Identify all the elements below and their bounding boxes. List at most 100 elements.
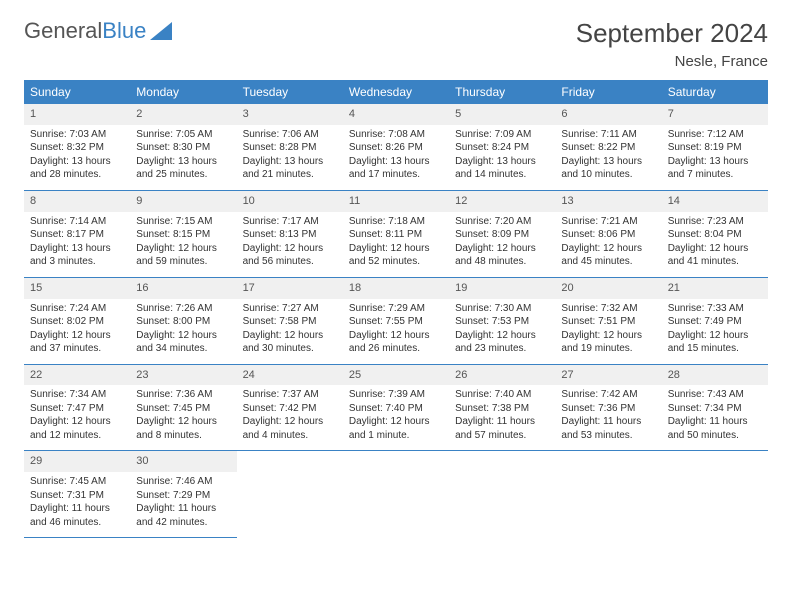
sunset-line: Sunset: 8:26 PM xyxy=(349,141,443,155)
day-number: 5 xyxy=(449,104,555,125)
sunrise-line: Sunrise: 7:33 AM xyxy=(668,302,762,316)
empty-cell xyxy=(449,472,555,538)
day-cell: Sunrise: 7:20 AMSunset: 8:09 PMDaylight:… xyxy=(449,212,555,278)
sunrise-line: Sunrise: 7:05 AM xyxy=(136,128,230,142)
sunrise-line: Sunrise: 7:08 AM xyxy=(349,128,443,142)
sunset-line: Sunset: 8:32 PM xyxy=(30,141,124,155)
logo-text-2: Blue xyxy=(102,18,146,44)
sunrise-line: Sunrise: 7:12 AM xyxy=(668,128,762,142)
empty-cell xyxy=(555,451,661,472)
daylight-line: Daylight: 13 hours and 17 minutes. xyxy=(349,155,443,182)
sunset-line: Sunset: 8:15 PM xyxy=(136,228,230,242)
sunset-line: Sunset: 8:13 PM xyxy=(243,228,337,242)
week-row: Sunrise: 7:34 AMSunset: 7:47 PMDaylight:… xyxy=(24,385,768,451)
sunset-line: Sunset: 8:28 PM xyxy=(243,141,337,155)
daylight-line: Daylight: 11 hours and 46 minutes. xyxy=(30,502,124,529)
daylight-line: Daylight: 13 hours and 25 minutes. xyxy=(136,155,230,182)
logo: GeneralBlue xyxy=(24,18,172,44)
empty-cell xyxy=(555,472,661,538)
day-number-row: 15161718192021 xyxy=(24,277,768,298)
sunset-line: Sunset: 8:19 PM xyxy=(668,141,762,155)
logo-text-1: General xyxy=(24,18,102,44)
day-number: 6 xyxy=(555,104,661,125)
day-cell: Sunrise: 7:06 AMSunset: 8:28 PMDaylight:… xyxy=(237,125,343,191)
empty-cell xyxy=(237,451,343,472)
sunrise-line: Sunrise: 7:46 AM xyxy=(136,475,230,489)
daylight-line: Daylight: 12 hours and 48 minutes. xyxy=(455,242,549,269)
day-cell: Sunrise: 7:12 AMSunset: 8:19 PMDaylight:… xyxy=(662,125,768,191)
sunrise-line: Sunrise: 7:18 AM xyxy=(349,215,443,229)
day-cell: Sunrise: 7:36 AMSunset: 7:45 PMDaylight:… xyxy=(130,385,236,451)
sunset-line: Sunset: 7:38 PM xyxy=(455,402,549,416)
sunrise-line: Sunrise: 7:29 AM xyxy=(349,302,443,316)
daylight-line: Daylight: 13 hours and 10 minutes. xyxy=(561,155,655,182)
sunset-line: Sunset: 8:09 PM xyxy=(455,228,549,242)
day-number: 29 xyxy=(24,451,130,472)
day-cell: Sunrise: 7:27 AMSunset: 7:58 PMDaylight:… xyxy=(237,299,343,365)
daylight-line: Daylight: 12 hours and 34 minutes. xyxy=(136,329,230,356)
daylight-line: Daylight: 12 hours and 4 minutes. xyxy=(243,415,337,442)
daylight-line: Daylight: 12 hours and 37 minutes. xyxy=(30,329,124,356)
empty-cell xyxy=(662,451,768,472)
sunset-line: Sunset: 8:30 PM xyxy=(136,141,230,155)
day-number: 18 xyxy=(343,277,449,298)
sunrise-line: Sunrise: 7:42 AM xyxy=(561,388,655,402)
empty-cell xyxy=(343,472,449,538)
daylight-line: Daylight: 12 hours and 23 minutes. xyxy=(455,329,549,356)
sunset-line: Sunset: 7:45 PM xyxy=(136,402,230,416)
sunrise-line: Sunrise: 7:30 AM xyxy=(455,302,549,316)
sunrise-line: Sunrise: 7:06 AM xyxy=(243,128,337,142)
sunrise-line: Sunrise: 7:26 AM xyxy=(136,302,230,316)
day-header: Wednesday xyxy=(343,80,449,104)
sunset-line: Sunset: 8:06 PM xyxy=(561,228,655,242)
week-row: Sunrise: 7:14 AMSunset: 8:17 PM Daylight:… xyxy=(24,212,768,278)
sunrise-line: Sunrise: 7:11 AM xyxy=(561,128,655,142)
day-cell: Sunrise: 7:42 AMSunset: 7:36 PMDaylight:… xyxy=(555,385,661,451)
daylight-line: Daylight: 12 hours and 12 minutes. xyxy=(30,415,124,442)
day-number: 12 xyxy=(449,190,555,211)
sunset-line: Sunset: 7:58 PM xyxy=(243,315,337,329)
sunset-line: Sunset: 8:22 PM xyxy=(561,141,655,155)
sunrise-line: Sunrise: 7:21 AM xyxy=(561,215,655,229)
daylight-line: Daylight: 11 hours and 57 minutes. xyxy=(455,415,549,442)
day-header: Friday xyxy=(555,80,661,104)
empty-cell xyxy=(343,451,449,472)
sunset-line: Sunset: 7:47 PM xyxy=(30,402,124,416)
day-number: 24 xyxy=(237,364,343,385)
logo-triangle-icon xyxy=(150,22,172,40)
day-cell: Sunrise: 7:24 AMSunset: 8:02 PMDaylight:… xyxy=(24,299,130,365)
daylight-line: Daylight: 12 hours and 8 minutes. xyxy=(136,415,230,442)
sunrise-line: Sunrise: 7:24 AM xyxy=(30,302,124,316)
day-number: 22 xyxy=(24,364,130,385)
daylight-line: Daylight: 11 hours and 42 minutes. xyxy=(136,502,230,529)
day-cell: Sunrise: 7:15 AMSunset: 8:15 PMDaylight:… xyxy=(130,212,236,278)
day-number: 30 xyxy=(130,451,236,472)
month-title: September 2024 xyxy=(576,18,768,49)
day-cell: Sunrise: 7:46 AMSunset: 7:29 PMDaylight:… xyxy=(130,472,236,538)
day-number: 16 xyxy=(130,277,236,298)
day-cell: Sunrise: 7:33 AMSunset: 7:49 PMDaylight:… xyxy=(662,299,768,365)
day-number-row: 2930 xyxy=(24,451,768,472)
sunrise-line: Sunrise: 7:14 AM xyxy=(30,215,124,229)
location: Nesle, France xyxy=(576,53,768,70)
sunrise-line: Sunrise: 7:45 AM xyxy=(30,475,124,489)
sunset-line: Sunset: 8:17 PM xyxy=(30,228,124,242)
day-header: Sunday xyxy=(24,80,130,104)
sunrise-line: Sunrise: 7:09 AM xyxy=(455,128,549,142)
sunrise-line: Sunrise: 7:23 AM xyxy=(668,215,762,229)
daylight-line: Daylight: 13 hours and 7 minutes. xyxy=(668,155,762,182)
daylight-line: Daylight: 12 hours and 45 minutes. xyxy=(561,242,655,269)
sunset-line: Sunset: 8:02 PM xyxy=(30,315,124,329)
day-number: 15 xyxy=(24,277,130,298)
day-cell: Sunrise: 7:26 AMSunset: 8:00 PMDaylight:… xyxy=(130,299,236,365)
sunrise-line: Sunrise: 7:32 AM xyxy=(561,302,655,316)
daylight-line: Daylight: 12 hours and 19 minutes. xyxy=(561,329,655,356)
sunset-line: Sunset: 7:53 PM xyxy=(455,315,549,329)
daylight-line: Daylight: 11 hours and 53 minutes. xyxy=(561,415,655,442)
sunset-line: Sunset: 7:42 PM xyxy=(243,402,337,416)
daylight-line: Daylight: 12 hours and 56 minutes. xyxy=(243,242,337,269)
day-header: Saturday xyxy=(662,80,768,104)
day-number: 9 xyxy=(130,190,236,211)
day-number: 3 xyxy=(237,104,343,125)
sunset-line: Sunset: 7:34 PM xyxy=(668,402,762,416)
